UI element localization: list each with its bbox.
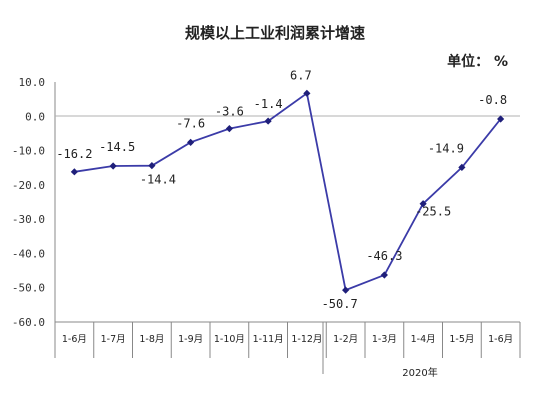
y-tick-label: -40.0: [12, 247, 45, 260]
chart-title: 规模以上工业利润累计增速: [185, 24, 365, 42]
data-label: -1.4: [254, 97, 283, 111]
unit-label: 单位： %: [447, 53, 508, 70]
category-label: 1-9月: [178, 334, 203, 345]
y-tick-labels: 10.0 0.0 -10.0 -20.0 -30.0 -40.0 -50.0 -60.0: [12, 76, 45, 329]
data-label: -16.2: [56, 147, 92, 161]
data-label: -25.5: [415, 205, 451, 219]
category-label: 1-8月: [139, 334, 164, 345]
data-label: -7.6: [176, 116, 205, 130]
y-tick-label: -60.0: [12, 316, 45, 329]
data-label: -3.6: [215, 105, 244, 119]
y-tick-label: -30.0: [12, 213, 45, 226]
data-point-marker: [458, 163, 466, 171]
data-labels: -16.2 -14.5 -14.4 -7.6 -3.6 -1.4 6.7 -50.7 -46.3…: [56, 68, 507, 311]
category-label: 1-4月: [411, 334, 436, 345]
y-tick-label: 0.0: [25, 110, 45, 123]
data-point-marker: [148, 162, 156, 170]
category-label: 1-7月: [101, 334, 126, 345]
data-point-marker: [380, 271, 388, 279]
data-point-marker: [109, 162, 117, 170]
data-point-marker: [497, 115, 505, 123]
category-label: 1-3月: [372, 334, 397, 345]
data-point-marker: [419, 200, 427, 208]
data-point-marker: [264, 117, 272, 125]
data-point-marker: [187, 138, 195, 146]
category-label: 1-12月: [291, 334, 322, 345]
data-label: -14.5: [99, 140, 135, 154]
data-point-marker: [225, 125, 233, 133]
category-label: 1-5月: [449, 334, 474, 345]
category-labels: 1-6月 1-7月 1-8月 1-9月 1-10月 1-11月 1-12月 1-2月 1-3月 1…: [62, 334, 513, 345]
data-label: 6.7: [290, 68, 312, 82]
series-line: [74, 91, 502, 292]
y-tick-label: 10.0: [19, 76, 46, 89]
category-label: 1-2月: [333, 334, 358, 345]
data-label: -14.4: [140, 173, 176, 187]
data-label: -46.3: [366, 249, 402, 263]
y-tick-label: -10.0: [12, 145, 45, 158]
data-point-marker: [342, 286, 350, 294]
data-label: -0.8: [478, 93, 507, 107]
category-label: 1-6月: [62, 334, 87, 345]
category-label: 1-6月: [488, 334, 513, 345]
category-label: 1-11月: [253, 334, 284, 345]
data-point-marker: [303, 89, 311, 97]
y-tick-label: -20.0: [12, 179, 45, 192]
data-markers: [70, 89, 505, 294]
data-point-marker: [70, 168, 78, 176]
category-ticks: [54, 322, 521, 358]
data-label: -50.7: [322, 297, 358, 311]
category-label: 1-10月: [214, 334, 245, 345]
year-group-label: 2020年: [402, 366, 437, 379]
data-label: -14.9: [428, 141, 464, 155]
y-tick-label: -50.0: [12, 282, 45, 295]
